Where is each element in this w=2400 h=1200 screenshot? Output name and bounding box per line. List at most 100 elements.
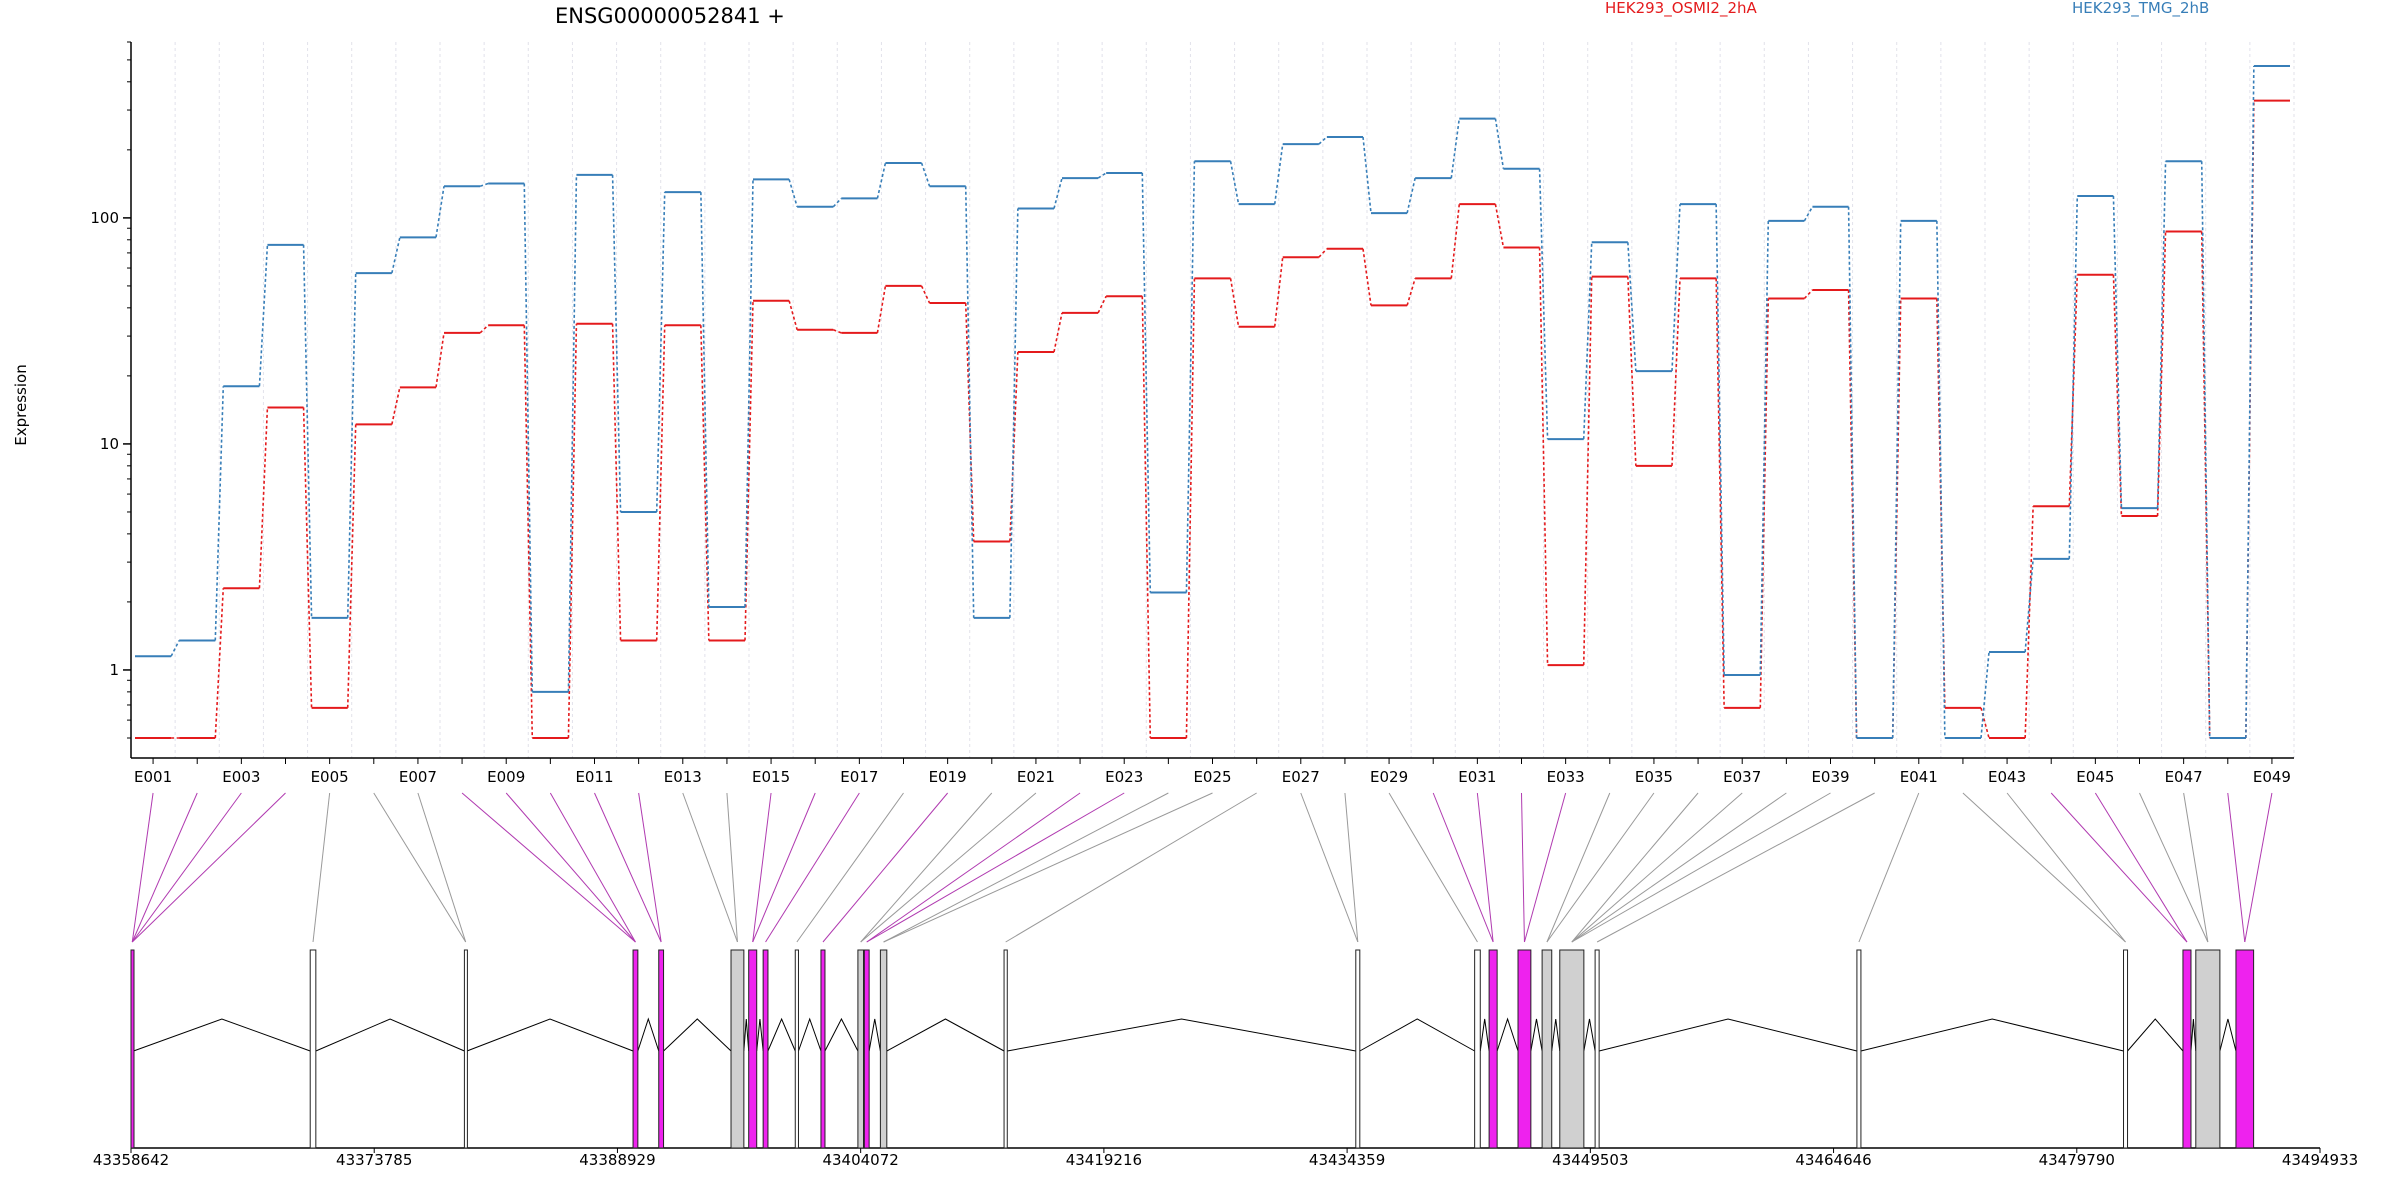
exon-link [1571, 792, 1831, 943]
series-connector [1185, 161, 1196, 593]
exon-link [1571, 792, 1787, 943]
series-connector [567, 174, 578, 692]
x-tick-label: E031 [1458, 768, 1496, 786]
x-tick-label: E037 [1723, 768, 1761, 786]
exon-link [752, 792, 772, 943]
series-connector [1450, 118, 1461, 179]
series-connector [1229, 278, 1240, 327]
series-connector [832, 328, 842, 334]
intron [1496, 1017, 1519, 1052]
series-1 [135, 64, 2290, 739]
exon-link [752, 792, 816, 943]
series-connector [170, 640, 180, 657]
series-connector [744, 300, 754, 641]
exon [1559, 949, 1585, 1149]
series-connector [1803, 289, 1814, 300]
coord-tick-label: 43419216 [1066, 1151, 1142, 1169]
exon [1856, 949, 1862, 1149]
x-tick-label: E007 [399, 768, 437, 786]
series-connector [655, 192, 666, 512]
intron [756, 1018, 764, 1052]
coord-tick-label: 43388929 [579, 1151, 655, 1169]
intron [824, 1017, 859, 1052]
series-connector [2156, 161, 2167, 509]
exon [2182, 949, 2192, 1149]
exon [463, 949, 468, 1149]
series-connector [435, 332, 445, 388]
exon-link [883, 792, 1213, 943]
x-tick-label: E013 [664, 768, 702, 786]
exon-link [796, 792, 904, 943]
series-connector [1318, 136, 1328, 145]
series-connector [346, 273, 357, 618]
series-connector [611, 174, 622, 512]
x-tick-label: E003 [222, 768, 260, 786]
exon-link [2139, 792, 2209, 943]
series-connector [302, 407, 313, 708]
exon-link [1546, 792, 1611, 943]
exon [863, 949, 870, 1149]
legend-series-1: HEK293_TMG_2hB [2072, 0, 2209, 18]
series-connector [1936, 220, 1946, 739]
exon-link [1005, 792, 1257, 943]
series-connector [788, 179, 798, 207]
intron [1583, 1018, 1596, 1052]
series-connector [920, 162, 931, 187]
series-connector [1715, 278, 1725, 708]
intron [1359, 1018, 1475, 1052]
series-connector [479, 324, 489, 334]
series-connector [1406, 278, 1416, 306]
series-connector [1097, 295, 1107, 314]
x-tick-label: E023 [1105, 768, 1143, 786]
intron [663, 1018, 732, 1052]
exon-link [549, 792, 636, 943]
exon-link [1571, 792, 1743, 943]
x-tick-label: E049 [2253, 768, 2291, 786]
exon [857, 949, 865, 1149]
coord-tick-label: 43464646 [1795, 1151, 1871, 1169]
exon [1488, 949, 1498, 1149]
intron [1530, 1018, 1543, 1052]
exon [1541, 949, 1553, 1149]
exon-link [1344, 792, 1359, 943]
exon [658, 949, 665, 1149]
exon [1474, 949, 1481, 1149]
series-connector [1759, 220, 1770, 676]
series-connector [2024, 506, 2034, 739]
exon-link [860, 792, 1037, 943]
series-connector [1318, 248, 1328, 258]
x-tick-label: E033 [1547, 768, 1585, 786]
exon [820, 949, 826, 1149]
axes [123, 41, 2321, 1153]
x-tick-label: E005 [311, 768, 349, 786]
series-0 [135, 99, 2290, 739]
series-connector [964, 303, 975, 542]
series-connector [258, 244, 269, 387]
x-tick-label: E035 [1635, 768, 1673, 786]
exon-link [765, 792, 860, 943]
exon-link [131, 792, 286, 943]
intron [2127, 1018, 2184, 1052]
series-connector [1141, 172, 1152, 593]
series-connector [523, 325, 534, 739]
series-connector [832, 197, 842, 208]
coord-tick-label: 43358642 [93, 1151, 169, 1169]
exon-link [1388, 792, 1478, 943]
exon-link [2227, 792, 2246, 943]
exon-link [373, 792, 467, 943]
series-connector [1229, 161, 1240, 205]
exon-link [594, 792, 662, 943]
series-connector [1582, 276, 1593, 666]
intron [133, 1018, 311, 1052]
intron [466, 1018, 634, 1052]
series-connector [1406, 177, 1416, 214]
exon-link [866, 792, 1125, 943]
series-connector [1538, 168, 1549, 440]
exon [879, 949, 888, 1149]
series-connector [1671, 278, 1681, 466]
series-connector [1009, 208, 1019, 618]
x-tick-label: E015 [752, 768, 790, 786]
series-connector [1627, 276, 1637, 466]
coord-tick-label: 43404072 [822, 1151, 898, 1169]
series-connector [611, 323, 622, 641]
